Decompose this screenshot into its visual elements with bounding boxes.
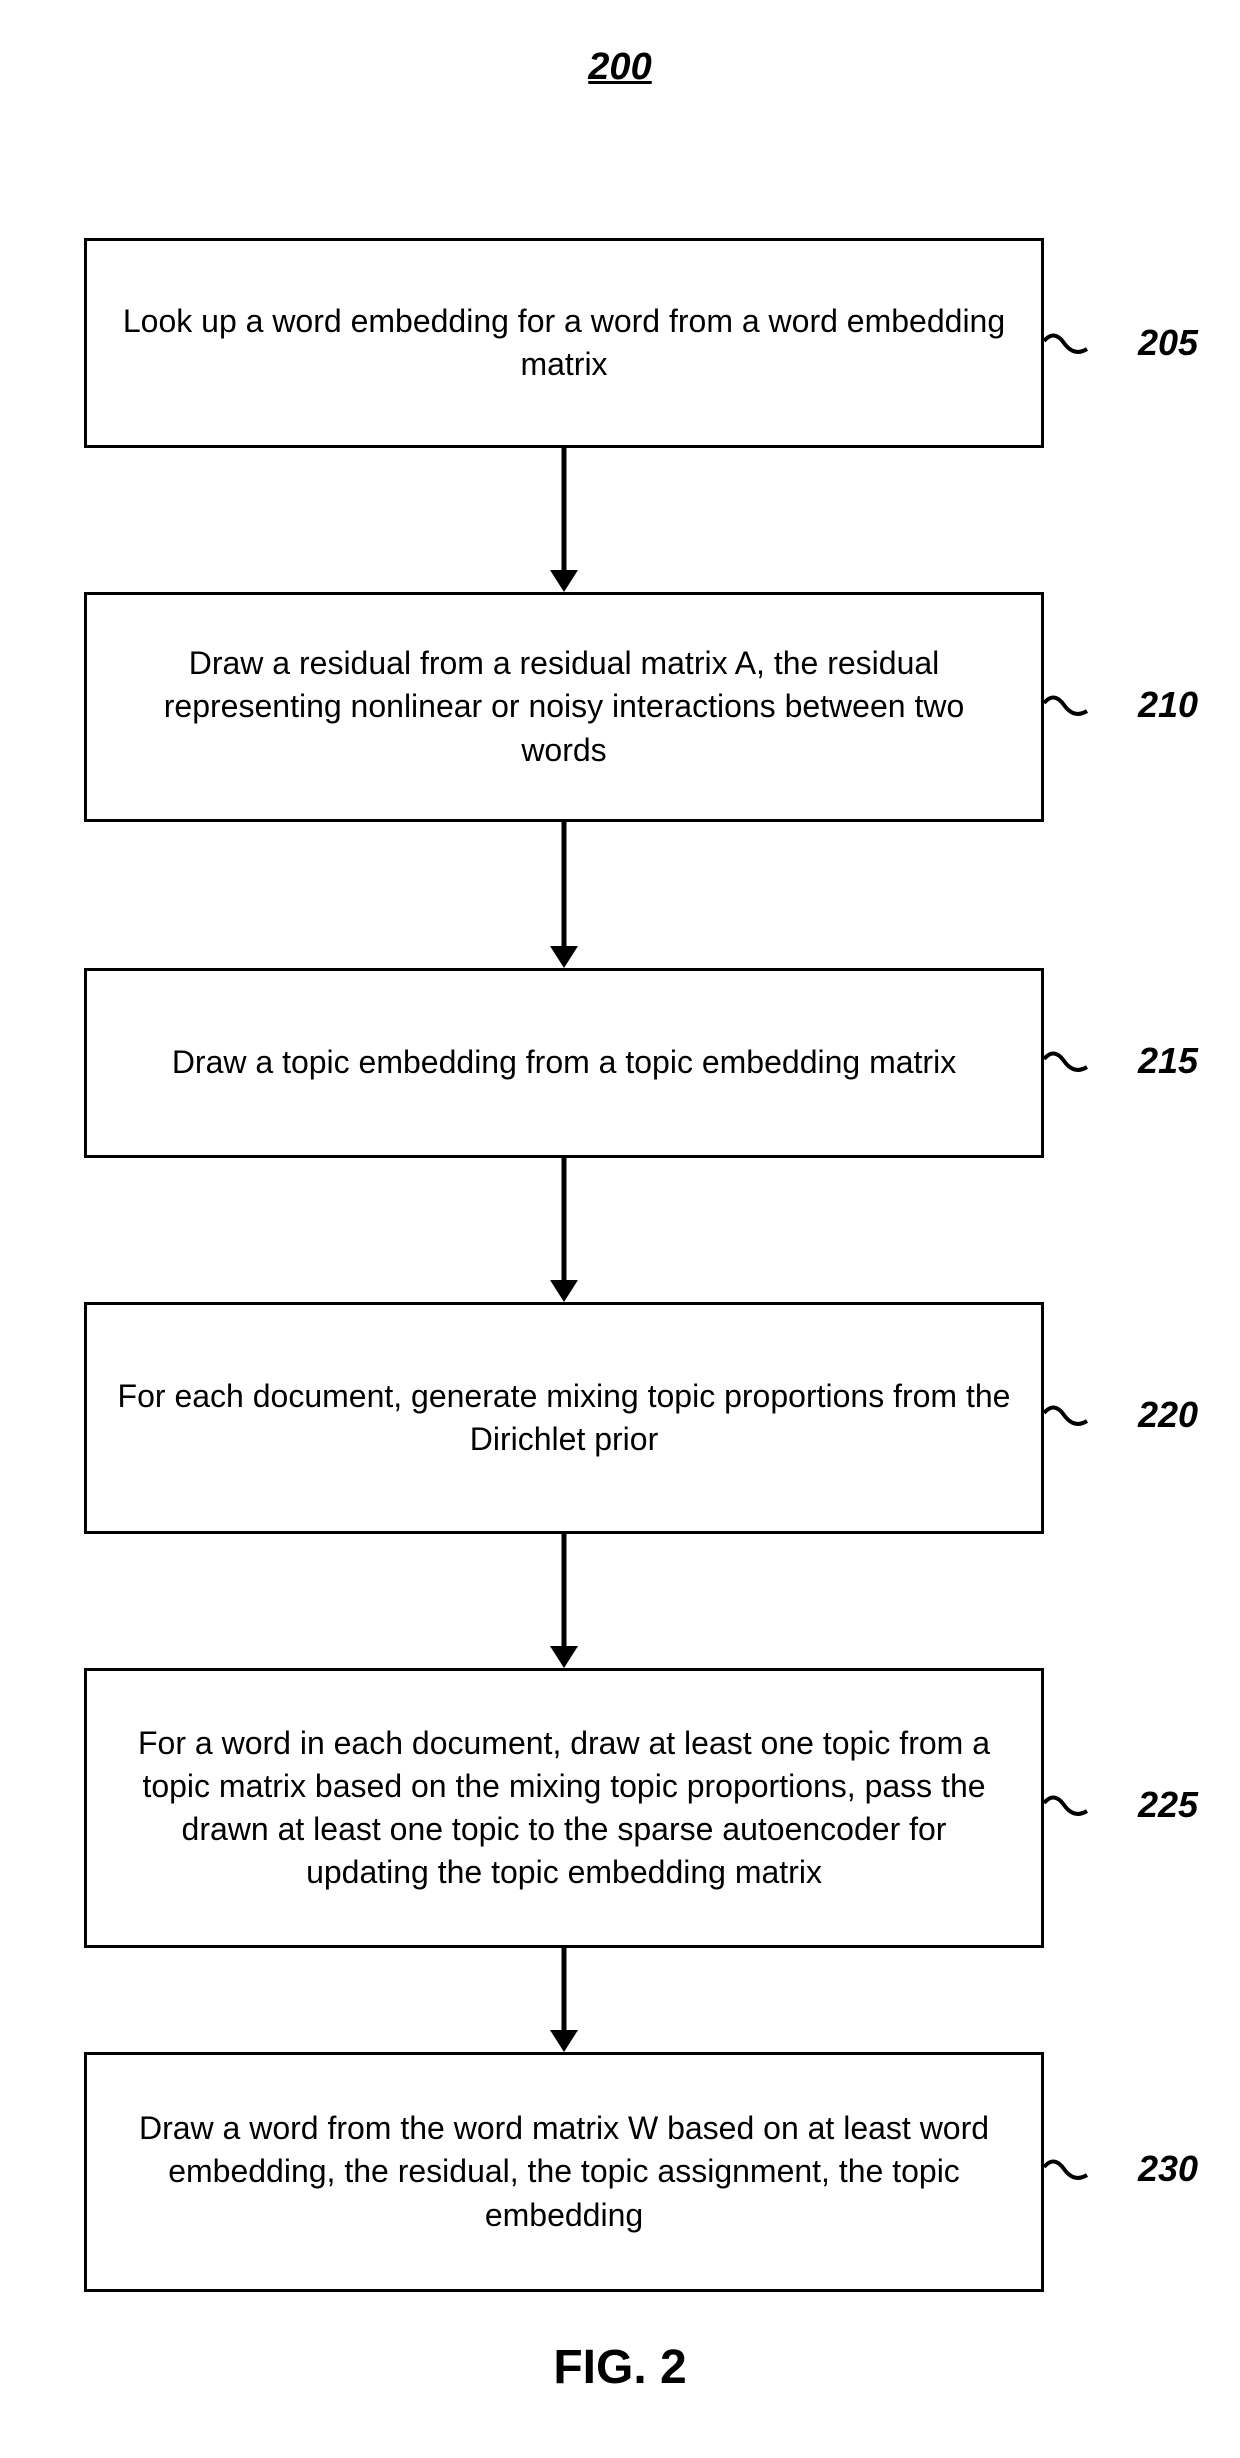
arrow-head-icon xyxy=(550,1646,578,1668)
figure-caption-text: FIG. 2 xyxy=(553,2341,686,2394)
step-text: For a word in each document, draw at lea… xyxy=(117,1722,1011,1895)
label-connector-icon xyxy=(1042,1049,1097,1088)
label-connector-icon xyxy=(1042,1793,1097,1832)
step-label-210: 210 xyxy=(1138,684,1198,726)
flowchart-step-230: Draw a word from the word matrix W based… xyxy=(84,2052,1044,2292)
step-text: Look up a word embedding for a word from… xyxy=(117,300,1011,386)
figure-number: 200 xyxy=(588,46,651,89)
arrow-head-icon xyxy=(550,1280,578,1302)
step-text: For each document, generate mixing topic… xyxy=(117,1375,1011,1461)
arrow-line xyxy=(562,1948,567,2030)
arrow-head-icon xyxy=(550,2030,578,2052)
arrow-line xyxy=(562,448,567,570)
step-label-215: 215 xyxy=(1138,1040,1198,1082)
step-text: Draw a topic embedding from a topic embe… xyxy=(172,1041,956,1084)
step-label-220: 220 xyxy=(1138,1394,1198,1436)
flowchart-step-205: Look up a word embedding for a word from… xyxy=(84,238,1044,448)
flowchart-step-210: Draw a residual from a residual matrix A… xyxy=(84,592,1044,822)
step-label-225: 225 xyxy=(1138,1784,1198,1826)
label-connector-icon xyxy=(1042,2157,1097,2196)
flowchart-step-225: For a word in each document, draw at lea… xyxy=(84,1668,1044,1948)
label-connector-icon xyxy=(1042,693,1097,732)
step-label-230: 230 xyxy=(1138,2148,1198,2190)
arrow-line xyxy=(562,1158,567,1280)
arrow-head-icon xyxy=(550,946,578,968)
flowchart-step-215: Draw a topic embedding from a topic embe… xyxy=(84,968,1044,1158)
arrow-head-icon xyxy=(550,570,578,592)
flowchart-step-220: For each document, generate mixing topic… xyxy=(84,1302,1044,1534)
figure-number-text: 200 xyxy=(588,46,651,88)
figure-caption: FIG. 2 xyxy=(553,2340,686,2395)
step-text: Draw a word from the word matrix W based… xyxy=(117,2107,1011,2237)
step-text: Draw a residual from a residual matrix A… xyxy=(117,642,1011,772)
arrow-line xyxy=(562,1534,567,1646)
arrow-line xyxy=(562,822,567,946)
label-connector-icon xyxy=(1042,1403,1097,1442)
step-label-205: 205 xyxy=(1138,322,1198,364)
label-connector-icon xyxy=(1042,331,1097,370)
